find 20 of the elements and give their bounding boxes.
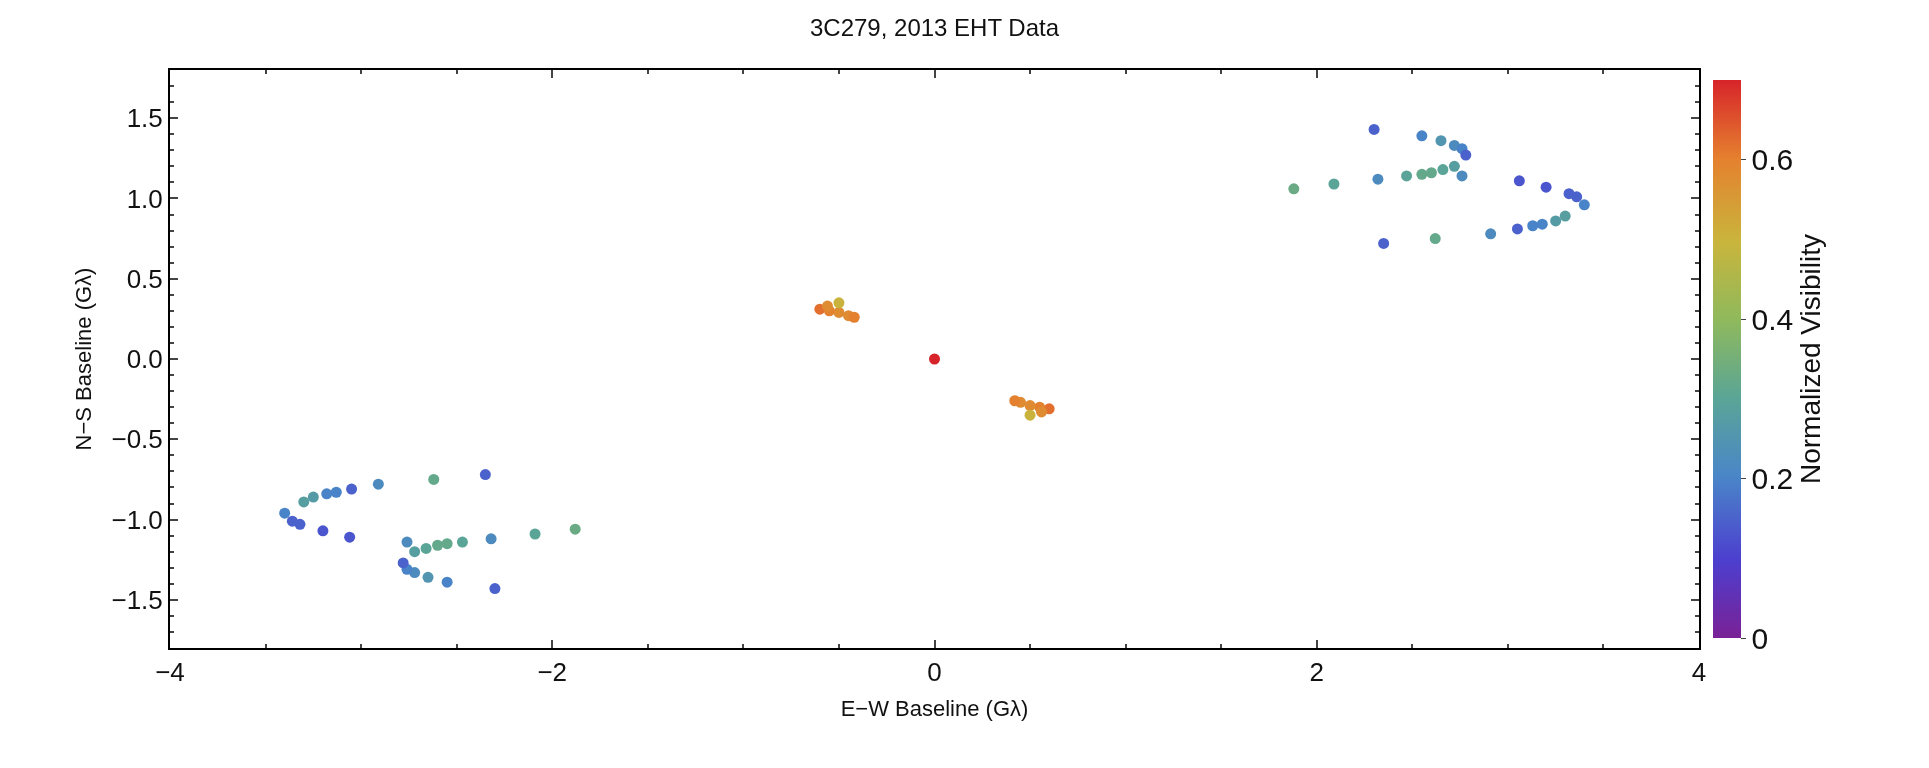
y-tick-label: 0.0 [126,344,163,375]
x-axis-title: E−W Baseline (Gλ) [840,695,1029,721]
y-axis-title: N−S Baseline (Gλ) [70,267,96,451]
y-tick-label: 1.0 [126,183,163,214]
chart-title: 3C279, 2013 EHT Data [809,14,1060,41]
y-tick-label: −1.5 [111,584,163,615]
y-tick-label: −0.5 [111,424,163,455]
color-bar-title: Normalized Visibility [1795,233,1827,485]
color-bar-label: 0.2 [1751,462,1794,496]
color-bar-label: 0 [1751,621,1769,655]
x-tick-label: 0 [927,657,942,688]
color-bar-label: 0.6 [1751,143,1794,177]
color-bar-label: 0.4 [1751,302,1794,336]
y-tick-label: 0.5 [126,263,163,294]
x-tick-label: −4 [155,657,185,688]
x-tick-label: 4 [1691,657,1707,688]
x-tick-label: −2 [537,657,568,688]
y-tick-label: 1.5 [126,103,163,134]
x-tick-label: 2 [1309,657,1324,688]
y-tick-label: −1.0 [111,504,163,535]
